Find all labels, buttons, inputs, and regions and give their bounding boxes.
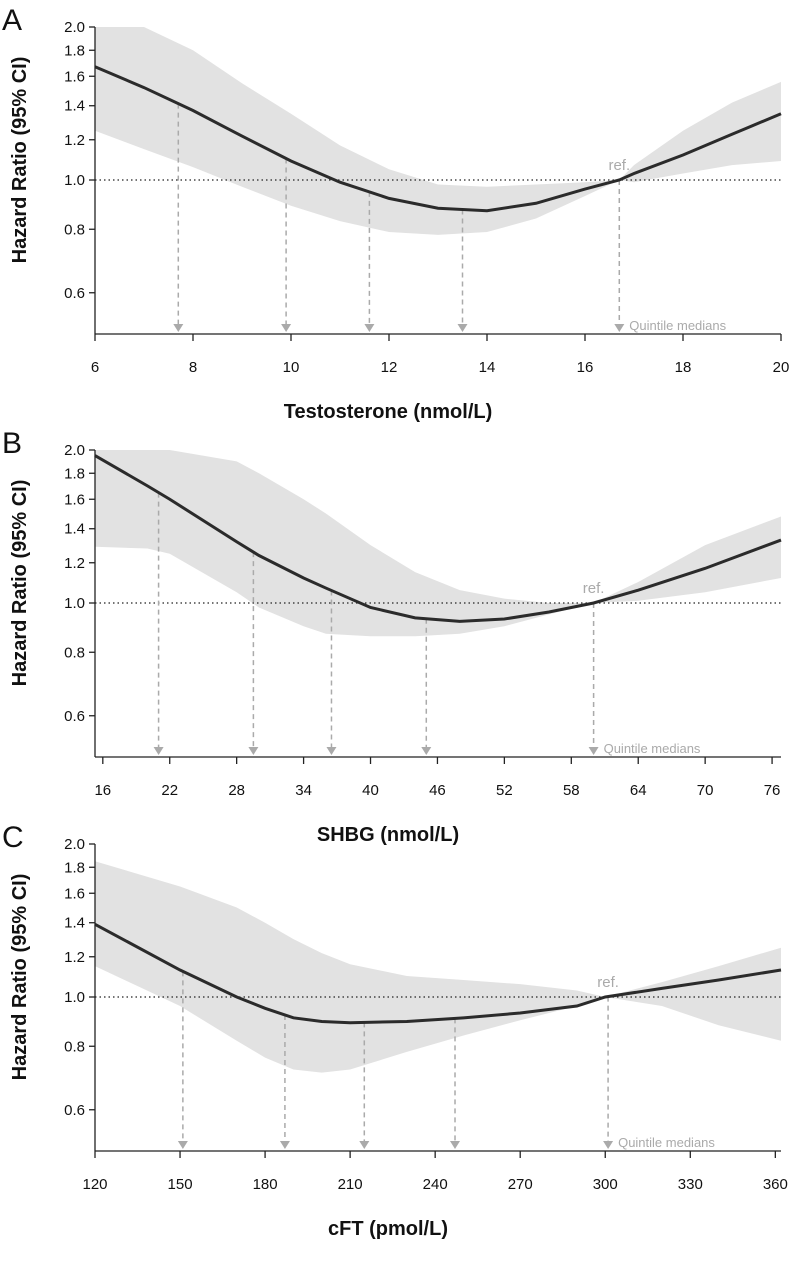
x-axis-title: SHBG (nmol/L): [317, 824, 459, 846]
quintile-arrow: [457, 324, 468, 332]
y-tick-label: 0.8: [64, 221, 85, 238]
quintile-arrow: [450, 1141, 461, 1149]
confidence-band: [95, 861, 781, 1073]
x-tick-label: 70: [697, 782, 714, 799]
x-tick-label: 240: [423, 1176, 448, 1193]
y-tick-label: 1.6: [64, 491, 85, 508]
x-tick-label: 64: [630, 782, 647, 799]
x-tick-label: 120: [82, 1176, 107, 1193]
quintile-arrow: [359, 1141, 370, 1149]
reference-label: ref.: [583, 580, 605, 597]
quintile-arrow: [173, 324, 184, 332]
x-tick-label: 14: [479, 359, 496, 376]
x-tick-label: 46: [429, 782, 446, 799]
panel-label: B: [2, 427, 22, 460]
x-tick-label: 150: [168, 1176, 193, 1193]
y-axis-title: Hazard Ratio (95% CI): [9, 874, 31, 1081]
y-tick-label: 1.4: [64, 915, 85, 932]
y-tick-label: 1.8: [64, 42, 85, 59]
x-tick-label: 10: [283, 359, 300, 376]
y-tick-label: 2.0: [64, 836, 85, 853]
x-tick-label: 20: [773, 359, 790, 376]
y-tick-label: 1.6: [64, 68, 85, 85]
panel: Quintile medians ref. 0.6 0.8 1.0 1.2 1.4 1.6 1.…: [2, 4, 789, 423]
y-tick-label: 1.0: [64, 595, 85, 612]
y-tick-label: 0.8: [64, 644, 85, 661]
y-tick-label: 1.4: [64, 521, 85, 538]
quintile-label: Quintile medians: [618, 1135, 715, 1150]
x-tick-label: 210: [338, 1176, 363, 1193]
y-tick-label: 1.6: [64, 885, 85, 902]
panel: Quintile medians ref. 0.6 0.8 1.0 1.2 1.4 1.6 1.…: [2, 821, 788, 1240]
x-tick-label: 6: [91, 359, 99, 376]
y-tick-label: 1.2: [64, 949, 85, 966]
quintile-arrow: [326, 747, 337, 755]
y-axis-title: Hazard Ratio (95% CI): [9, 480, 31, 687]
quintile-arrow: [248, 747, 259, 755]
y-tick-label: 0.6: [64, 285, 85, 302]
x-tick-label: 360: [763, 1176, 788, 1193]
x-tick-label: 28: [228, 782, 245, 799]
hazard-curve: [94, 65, 782, 213]
x-tick-label: 16: [94, 782, 111, 799]
x-tick-label: 34: [295, 782, 312, 799]
y-tick-label: 0.6: [64, 1102, 85, 1119]
y-axis-title: Hazard Ratio (95% CI): [9, 57, 31, 264]
x-axis-title: Testosterone (nmol/L): [284, 401, 493, 423]
quintile-arrow: [421, 747, 432, 755]
quintile-arrow: [614, 324, 625, 332]
quintile-arrow: [153, 747, 164, 755]
y-tick-label: 0.8: [64, 1038, 85, 1055]
y-tick-label: 1.0: [64, 172, 85, 189]
x-tick-label: 8: [189, 359, 197, 376]
x-tick-label: 16: [577, 359, 594, 376]
confidence-band: [95, 27, 781, 235]
reference-label: ref.: [608, 157, 630, 174]
confidence-band: [95, 450, 781, 637]
quintile-label: Quintile medians: [629, 318, 726, 333]
reference-label: ref.: [597, 974, 619, 991]
x-tick-label: 40: [362, 782, 379, 799]
x-tick-label: 52: [496, 782, 513, 799]
x-tick-label: 22: [161, 782, 178, 799]
x-tick-label: 270: [508, 1176, 533, 1193]
x-tick-label: 180: [253, 1176, 278, 1193]
y-tick-label: 1.2: [64, 555, 85, 572]
quintile-label: Quintile medians: [604, 741, 701, 756]
y-tick-label: 1.8: [64, 465, 85, 482]
quintile-arrow: [588, 747, 599, 755]
x-tick-label: 76: [764, 782, 781, 799]
quintile-arrow: [177, 1141, 188, 1149]
y-tick-label: 1.0: [64, 989, 85, 1006]
quintile-arrow: [279, 1141, 290, 1149]
y-tick-label: 1.2: [64, 132, 85, 149]
quintile-arrow: [364, 324, 375, 332]
x-tick-label: 58: [563, 782, 580, 799]
hazard-curve: [94, 922, 782, 1025]
y-tick-label: 0.6: [64, 708, 85, 725]
y-tick-label: 1.8: [64, 859, 85, 876]
x-tick-label: 330: [678, 1176, 703, 1193]
panel-label: C: [2, 821, 24, 854]
y-tick-label: 2.0: [64, 442, 85, 459]
panel-label: A: [2, 4, 22, 37]
x-axis-title: cFT (pmol/L): [328, 1218, 448, 1240]
y-tick-label: 2.0: [64, 19, 85, 36]
quintile-arrow: [603, 1141, 614, 1149]
x-tick-label: 18: [675, 359, 692, 376]
quintile-arrow: [281, 324, 292, 332]
x-tick-label: 12: [381, 359, 398, 376]
x-tick-label: 300: [593, 1176, 618, 1193]
panel: Quintile medians ref. 0.6 0.8 1.0 1.2 1.4 1.6 1.…: [2, 427, 782, 846]
hazard-curve: [94, 454, 782, 623]
y-tick-label: 1.4: [64, 98, 85, 115]
